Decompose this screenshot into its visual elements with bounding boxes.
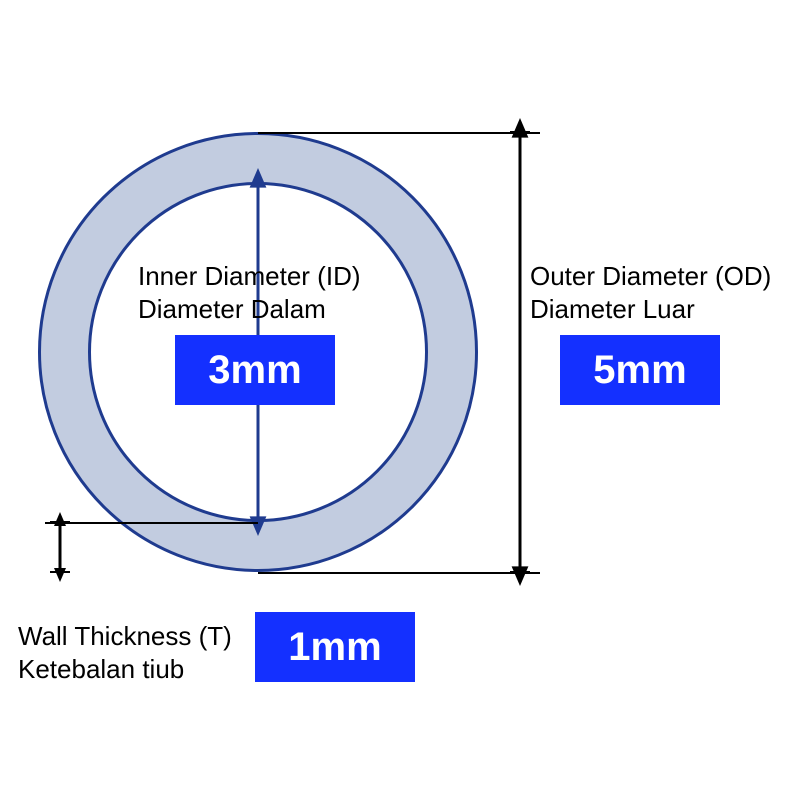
od-extline-top <box>258 132 540 134</box>
wt-label-ms: Ketebalan tiub <box>18 653 232 686</box>
wt-value: 1mm <box>255 612 415 682</box>
od-tick-top <box>510 131 530 133</box>
id-label-ms: Diameter Dalam <box>138 293 361 326</box>
wt-label: Wall Thickness (T) Ketebalan tiub <box>18 620 232 685</box>
od-extline-bottom <box>258 572 540 574</box>
od-value: 5mm <box>560 335 720 405</box>
od-tick-bottom <box>510 571 530 573</box>
id-label: Inner Diameter (ID) Diameter Dalam <box>138 260 361 325</box>
od-arrow <box>500 118 540 586</box>
id-label-en: Inner Diameter (ID) <box>138 260 361 293</box>
wt-tick-bottom <box>50 571 70 573</box>
od-label: Outer Diameter (OD) Diameter Luar <box>530 260 771 325</box>
od-label-ms: Diameter Luar <box>530 293 771 326</box>
od-label-en: Outer Diameter (OD) <box>530 260 771 293</box>
wt-tick-top <box>50 521 70 523</box>
id-value: 3mm <box>175 335 335 405</box>
wt-label-en: Wall Thickness (T) <box>18 620 232 653</box>
